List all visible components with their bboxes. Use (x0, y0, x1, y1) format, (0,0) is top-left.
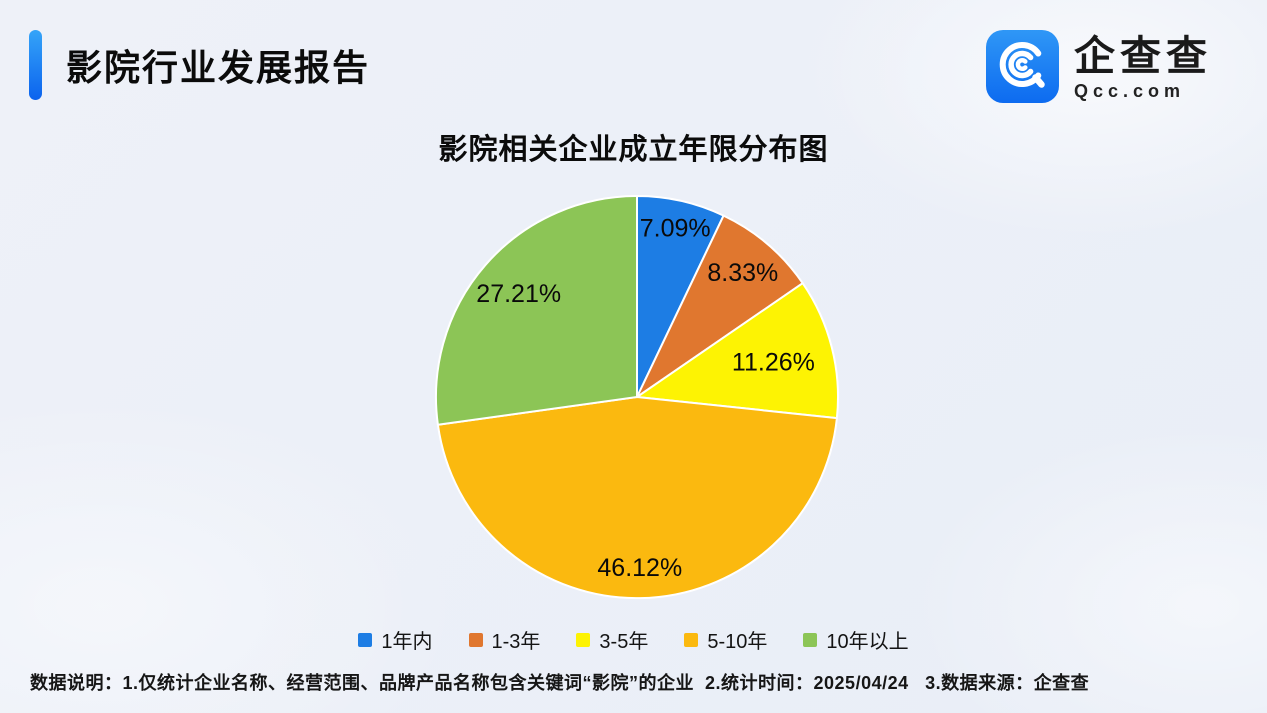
header-accent-bar (29, 30, 42, 100)
data-notes: 数据说明：1.仅统计企业名称、经营范围、品牌产品名称包含关键词“影院”的企业 2… (30, 673, 1090, 693)
report-header: 影院行业发展报告 (29, 30, 370, 100)
pie-slice-label-4: 27.21% (476, 280, 561, 308)
pie-slice-4 (435, 195, 638, 426)
legend-item-2: 3-5年 (576, 625, 648, 654)
pie-slice-label-0: 7.09% (640, 214, 711, 242)
legend-label: 10年以上 (826, 631, 909, 653)
qcc-logo-domain: Qcc.com (1074, 80, 1186, 101)
report-title: 影院行业发展报告 (66, 47, 371, 88)
pie-slice-label-3: 46.12% (597, 554, 682, 582)
qcc-logo-name: 企查查 (1074, 32, 1212, 79)
pie-chart: 7.09% 8.33% 11.26% 46.12% 27.21% (435, 195, 840, 600)
legend-item-0: 1年内 (358, 625, 433, 654)
qcc-magnifier-icon (986, 30, 1059, 103)
qcc-logo-text: 企查查 Qcc.com (1074, 33, 1212, 101)
legend-item-3: 5-10年 (684, 625, 767, 654)
pie-slice-1 (636, 214, 804, 398)
legend-label: 5-10年 (707, 631, 768, 653)
legend-swatch-icon (468, 632, 483, 647)
legend-swatch-icon (803, 632, 818, 647)
legend-swatch-icon (358, 632, 373, 647)
pie-slice-3 (436, 396, 838, 600)
legend-label: 3-5年 (599, 631, 649, 653)
chart-title: 影院相关企业成立年限分布图 (438, 134, 829, 166)
legend-label: 1年内 (381, 631, 433, 653)
legend-label: 1-3年 (491, 631, 541, 653)
qcc-logo: 企查查 Qcc.com (986, 30, 1212, 103)
legend-item-4: 10年以上 (803, 625, 909, 654)
pie-slice-label-1: 8.33% (707, 259, 778, 287)
legend-item-1: 1-3年 (468, 625, 541, 654)
legend-swatch-icon (576, 632, 591, 647)
legend-swatch-icon (684, 632, 699, 647)
pie-slice-label-2: 11.26% (732, 348, 815, 376)
chart-legend: 1年内 1-3年 3-5年 5-10年 10年以上 (0, 625, 1267, 654)
pie-slice-2 (636, 282, 840, 420)
